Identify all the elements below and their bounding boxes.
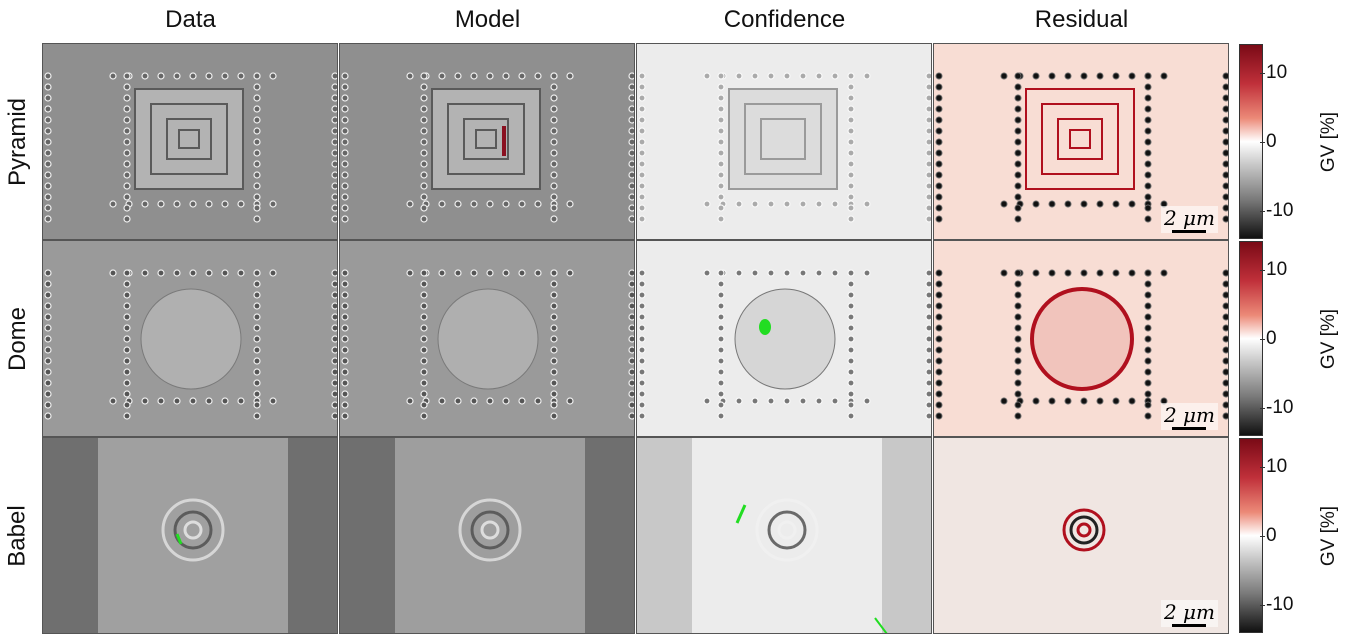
- column-title-confidence: Confidence: [723, 6, 846, 33]
- row-title-dome: Dome: [4, 306, 31, 371]
- scale-bar-pyramid: 2 μm: [1160, 206, 1218, 233]
- colorbar-tick: 10: [1259, 456, 1288, 477]
- scale-bar-dome: 2 μm: [1160, 403, 1218, 430]
- colorbar-label-dome: GV [%]: [1318, 308, 1339, 369]
- colorbar-tick: 10: [1259, 259, 1288, 280]
- colorbar-tick: -10: [1259, 200, 1294, 221]
- column-title-model: Model: [454, 6, 521, 33]
- column-title-data: Data: [165, 6, 216, 33]
- colorbar-dome: [1239, 241, 1263, 436]
- panel-pyramid-confidence: [636, 43, 932, 240]
- panel-dome-confidence: [636, 240, 932, 437]
- panel-dome-model: [339, 240, 635, 437]
- panel-babel-data: [42, 437, 338, 634]
- panel-pyramid-data: [42, 43, 338, 240]
- panel-dome-data: [42, 240, 338, 437]
- panel-babel-confidence: [636, 437, 932, 634]
- image-grid: 2 μm 2 μm: [42, 43, 1229, 635]
- scale-bar-babel: 2 μm: [1160, 600, 1218, 627]
- panel-dome-residual: 2 μm: [933, 240, 1229, 437]
- panel-pyramid-model: [339, 43, 635, 240]
- colorbar-tick: 10: [1259, 62, 1288, 83]
- panel-babel-residual: 2 μm: [933, 437, 1229, 634]
- row-title-pyramid: Pyramid: [4, 97, 31, 186]
- colorbar-label-pyramid: GV [%]: [1318, 111, 1339, 172]
- colorbar-tick: 0: [1260, 328, 1277, 349]
- colorbar-babel: [1239, 438, 1263, 633]
- panel-pyramid-residual: 2 μm: [933, 43, 1229, 240]
- row-title-babel: Babel: [4, 504, 32, 567]
- colorbar-tick: -10: [1259, 594, 1294, 615]
- colorbar-tick: -10: [1259, 397, 1294, 418]
- colorbar-tick: 0: [1260, 131, 1277, 152]
- colorbar-label-babel: GV [%]: [1318, 505, 1339, 566]
- panel-babel-model: [339, 437, 635, 634]
- colorbar-pyramid: [1239, 44, 1263, 239]
- colorbar-tick: 0: [1260, 525, 1277, 546]
- column-title-residual: Residual: [1034, 6, 1129, 33]
